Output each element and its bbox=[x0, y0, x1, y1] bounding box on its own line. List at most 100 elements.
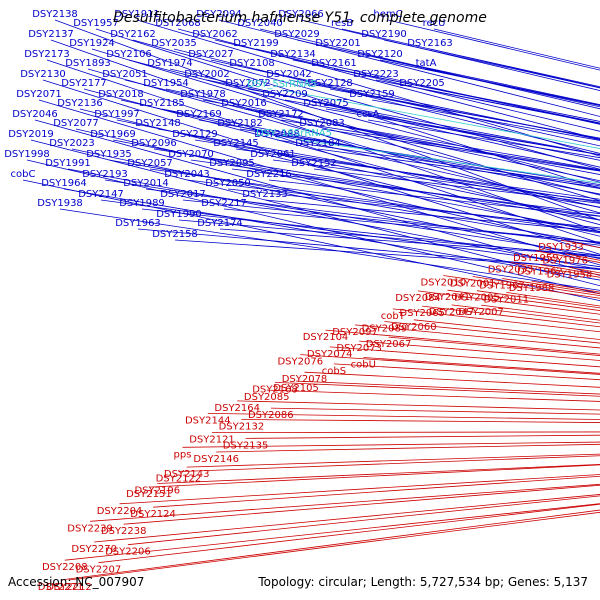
reverse-leader-line bbox=[182, 441, 600, 448]
forward-gene-label: DSY1974 bbox=[147, 58, 193, 69]
forward-leader-line bbox=[337, 48, 600, 106]
forward-gene-label: DSY1978 bbox=[180, 89, 226, 100]
reverse-gene-label: DSY2143 bbox=[164, 469, 210, 480]
forward-leader-line bbox=[169, 68, 600, 168]
reverse-gene-label: DSY2089 bbox=[362, 324, 408, 335]
reverse-leader-line bbox=[90, 483, 600, 522]
reverse-gene-label: DSY2085 bbox=[244, 392, 290, 403]
reverse-leader-line bbox=[506, 292, 600, 307]
forward-leader-line bbox=[22, 179, 600, 302]
reverse-leader-line bbox=[153, 475, 600, 508]
reverse-gene-label: DSY1933 bbox=[538, 242, 584, 253]
forward-gene-label: DSY1938 bbox=[37, 198, 83, 209]
reverse-leader-line bbox=[329, 346, 600, 368]
forward-leader-line bbox=[87, 68, 600, 214]
reverse-gene-label: DSY2010 bbox=[420, 278, 466, 289]
forward-leader-line bbox=[108, 159, 600, 245]
forward-gene-label: DSY2094 bbox=[196, 9, 242, 20]
reverse-leader-line bbox=[157, 464, 600, 484]
forward-leader-line bbox=[333, 68, 600, 122]
forward-gene-label: DSY2018 bbox=[98, 89, 144, 100]
forward-leader-line bbox=[42, 79, 600, 255]
reverse-leader-line bbox=[300, 354, 600, 375]
forward-leader-line bbox=[59, 208, 600, 291]
reverse-leader-line bbox=[98, 503, 600, 564]
forward-gene-label: tatA bbox=[416, 58, 437, 69]
forward-leader-line bbox=[63, 188, 600, 281]
forward-gene-label: DSY1989 bbox=[119, 198, 165, 209]
forward-gene-label: DSY2184 bbox=[295, 138, 341, 149]
forward-gene-label: DSY2106 bbox=[106, 49, 152, 60]
reverse-leader-line bbox=[388, 336, 600, 356]
reverse-gene-label: DSY2151 bbox=[126, 489, 172, 500]
forward-leader-line bbox=[284, 99, 600, 156]
forward-gene-label: DSY2133 bbox=[242, 189, 288, 200]
reverse-gene-label: DSY2047 bbox=[429, 307, 475, 318]
gene-labels: DSY2138 DSY2137 DSY2173 DSY2130 DSY2071 DSY20… bbox=[4, 9, 592, 593]
reverse-gene-label: DSY2033 bbox=[488, 264, 534, 275]
reverse-gene-label: DSY2208 bbox=[42, 562, 88, 573]
forward-gene-label: DSY1990 bbox=[156, 209, 202, 220]
forward-gene-label: DSY2159 bbox=[349, 89, 395, 100]
forward-gene-label: DSY2174 bbox=[197, 218, 243, 229]
reverse-gene-label: cobS bbox=[322, 366, 346, 377]
forward-gene-label: DSY2199 bbox=[233, 38, 279, 49]
reverse-gene-label: DSY2206 bbox=[105, 547, 151, 558]
reverse-gene-label: DSY2073 bbox=[336, 343, 382, 354]
forward-leader-line bbox=[141, 208, 600, 258]
forward-leader-line bbox=[54, 19, 600, 221]
reverse-leader-line bbox=[237, 400, 600, 411]
forward-leader-line bbox=[83, 88, 600, 226]
forward-leader-line bbox=[321, 128, 600, 172]
reverse-gene-label: DSY1959 bbox=[513, 253, 559, 264]
reverse-gene-label: DSY2204 bbox=[97, 506, 143, 517]
forward-gene-label: DSY2193 bbox=[82, 169, 128, 180]
forward-gene-label: DSY2201 bbox=[315, 38, 361, 49]
forward-gene-label: DSY2002 bbox=[184, 69, 230, 80]
reverse-leader-line bbox=[384, 321, 600, 344]
forward-gene-label: DSY2017 bbox=[160, 189, 206, 200]
forward-leader-line bbox=[124, 79, 600, 196]
reverse-gene-label: DSY2212 bbox=[46, 582, 92, 593]
forward-gene-label: DSY2217 bbox=[201, 198, 247, 209]
forward-leader-line bbox=[231, 168, 600, 215]
forward-leader-line bbox=[264, 199, 600, 232]
forward-gene-label: DSY1893 bbox=[65, 58, 111, 69]
reverse-leader-line bbox=[207, 413, 600, 420]
reverse-leader-line bbox=[68, 511, 600, 581]
forward-leader-line bbox=[91, 48, 600, 202]
reverse-leader-line bbox=[451, 304, 600, 324]
forward-leader-line bbox=[300, 19, 600, 91]
reverse-gene-label: DSY1967 bbox=[479, 281, 525, 292]
forward-leader-line bbox=[50, 39, 600, 233]
forward-leader-line bbox=[251, 68, 600, 141]
forward-leader-line bbox=[177, 28, 600, 140]
forward-gene-label: DSY1957 bbox=[73, 18, 119, 29]
forward-gene-label: DSY1969 bbox=[90, 129, 136, 140]
forward-gene-label: DSY2050 bbox=[205, 178, 251, 189]
forward-leader-line bbox=[137, 228, 600, 270]
forward-gene-label: DSY2182 bbox=[217, 118, 263, 129]
reverse-leader-line bbox=[178, 455, 600, 472]
forward-leader-line bbox=[341, 28, 600, 89]
reverse-gene-label: DSY2076 bbox=[277, 357, 323, 368]
forward-leader-line bbox=[95, 28, 600, 189]
forward-gene-label: DSY2040 bbox=[237, 18, 283, 29]
forward-leader-line bbox=[120, 99, 600, 208]
forward-leader-line bbox=[145, 188, 600, 246]
reverse-gene-label: DSY2164 bbox=[214, 403, 260, 414]
forward-gene-label: DSY2147 bbox=[78, 189, 124, 200]
forward-leader-line bbox=[268, 179, 600, 217]
reverse-leader-line bbox=[123, 484, 600, 525]
reverse-gene-label: DSY2132 bbox=[219, 422, 265, 433]
forward-gene-label: DSY2128 bbox=[307, 78, 353, 89]
reverse-leader-line bbox=[148, 464, 600, 488]
forward-gene-label: DSY2163 bbox=[407, 38, 453, 49]
forward-leader-line bbox=[313, 168, 600, 204]
forward-gene-label: DSY2185 bbox=[139, 98, 185, 109]
forward-leader-line bbox=[223, 208, 600, 243]
forward-leader-line bbox=[157, 128, 600, 208]
forward-gene-label: hemC bbox=[373, 9, 402, 20]
forward-leader-line bbox=[30, 139, 600, 287]
